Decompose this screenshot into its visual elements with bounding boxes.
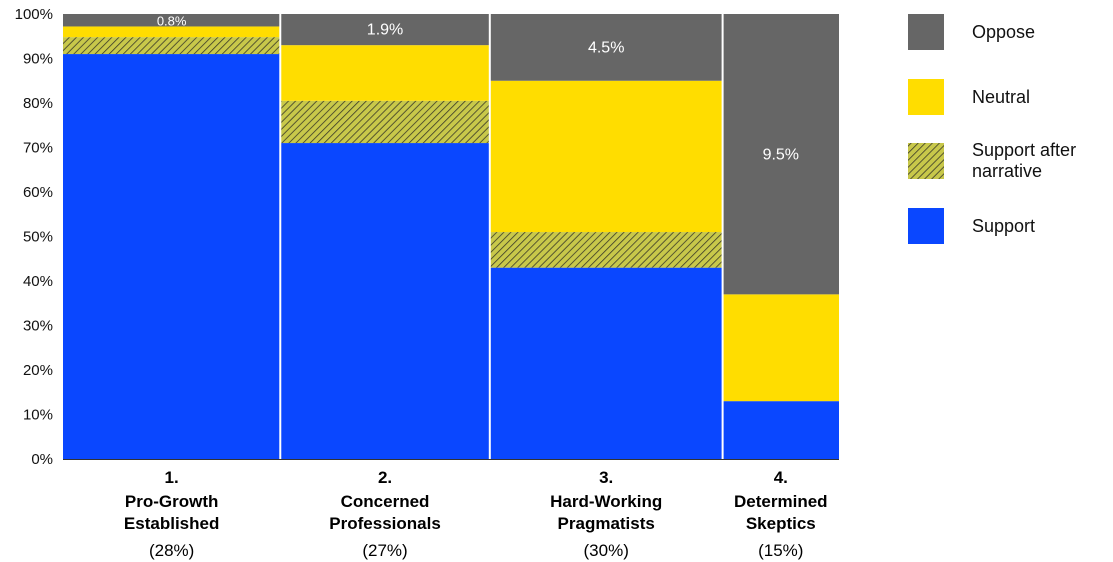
y-tick-label: 10% [23,407,53,424]
bar-segment-support [722,401,839,459]
legend-swatch [908,143,944,179]
y-axis: 0% 10% 20% 30% 40% 50% 60% 70% 80% 90% 100% [15,6,53,468]
category-labels: 1. Pro-Growth Established (28%) 2. Concerned P… [124,468,828,560]
legend-swatch [908,79,944,115]
bar-area: 0.8% 1.9% 4.5% 9.5% [63,14,839,460]
bar-segment-neutral [722,294,839,402]
y-tick-label: 30% [23,318,53,335]
bar-segment-narrative [489,232,723,268]
category-name: Hard-Working [550,492,662,511]
legend-label: Support after [972,140,1076,160]
legend-label: Neutral [972,87,1030,107]
category-number: 1. [165,468,179,487]
bar-segment-support [280,143,490,460]
legend-item-support: Support [908,208,1035,244]
category-name: Pro-Growth [125,492,219,511]
y-tick-label: 60% [23,184,53,201]
data-label: 4.5% [588,40,624,57]
y-tick-label: 100% [15,6,53,23]
bar-segment-narrative [63,37,281,55]
bar-segment-oppose [489,14,723,81]
legend-item-neutral: Neutral [908,79,1030,115]
data-label: 0.8% [157,14,187,29]
category-name: Professionals [329,514,441,533]
category-share: (15%) [758,541,803,560]
bar-segment-oppose [63,14,281,27]
category-name: Concerned [341,492,430,511]
category-share: (27%) [362,541,407,560]
bar-segment-oppose [280,14,490,46]
legend-item-oppose: Oppose [908,14,1035,50]
bar-segment-oppose [722,14,839,295]
bar-segment-narrative [280,100,490,144]
category-share: (30%) [584,541,629,560]
bar-segment-neutral [489,80,723,233]
y-tick-label: 50% [23,229,53,246]
data-label: 1.9% [367,22,403,39]
bar-segment-neutral [63,26,281,38]
y-tick-label: 20% [23,362,53,379]
bar-segment-support [63,54,281,460]
bar-segment-neutral [280,45,490,101]
category-number: 3. [599,468,613,487]
y-tick-label: 70% [23,140,53,157]
legend-label: Support [972,216,1035,236]
legend-label: narrative [972,161,1042,181]
category-number: 4. [774,468,788,487]
category-share: (28%) [149,541,194,560]
legend-label: Oppose [972,22,1035,42]
y-tick-label: 80% [23,95,53,112]
y-tick-label: 40% [23,273,53,290]
legend-swatch [908,14,944,50]
category-name: Established [124,514,219,533]
category-name: Pragmatists [558,514,655,533]
y-tick-label: 90% [23,51,53,68]
bar-segment-support [489,267,723,459]
data-label: 9.5% [763,147,799,164]
category-number: 2. [378,468,392,487]
category-name: Determined [734,492,828,511]
legend-swatch [908,208,944,244]
y-tick-label: 0% [31,451,53,468]
category-name: Skeptics [746,514,816,533]
